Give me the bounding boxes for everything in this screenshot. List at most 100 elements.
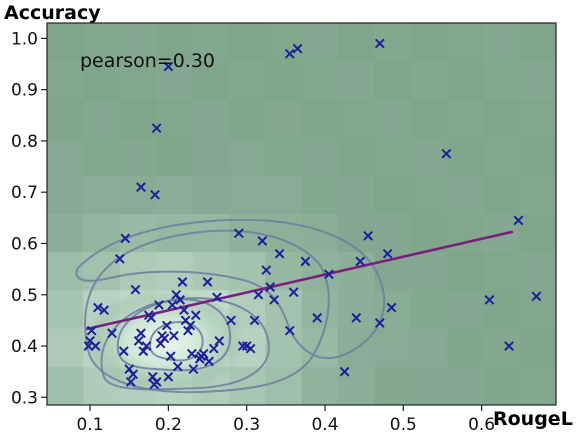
heatmap-cell (47, 366, 84, 406)
point-stroke (128, 369, 139, 380)
y-tick-label: 0.4 (11, 337, 38, 357)
data-point (86, 325, 97, 336)
data-point (136, 182, 146, 192)
y-tick-label: 0.3 (11, 388, 38, 408)
data-point (226, 315, 236, 326)
data-point (374, 38, 385, 49)
heatmap-cell (83, 61, 121, 100)
heatmap-cell (301, 366, 339, 406)
heatmap-cell (228, 137, 266, 177)
data-point (249, 315, 260, 326)
heatmap-cell (192, 23, 230, 62)
point-stroke (86, 325, 97, 336)
heatmap-cell (374, 214, 412, 253)
heatmap-cell (47, 99, 84, 139)
point-stroke (253, 289, 264, 300)
heatmap-cell (519, 252, 557, 291)
data-point (245, 343, 256, 354)
plot-frame (46, 22, 557, 406)
heatmap-cell (446, 137, 484, 177)
data-point (188, 364, 199, 375)
heatmap-cell (519, 23, 557, 62)
data-point (138, 346, 149, 357)
heatmap-cell (446, 23, 484, 62)
y-tick-label: 0.9 (11, 81, 38, 101)
heatmap-cell (446, 214, 484, 253)
data-point (214, 335, 225, 346)
data-point (161, 320, 172, 331)
heatmap-cell (192, 137, 230, 177)
heatmap-cell (483, 99, 521, 139)
data-point (165, 351, 176, 362)
point-stroke (513, 215, 524, 226)
heatmap-cell (83, 214, 121, 253)
data-point (141, 341, 152, 351)
data-point (253, 289, 264, 300)
data-point (167, 300, 178, 310)
heatmap-cell (410, 99, 448, 139)
heatmap-cell (119, 61, 157, 100)
point-stroke (154, 300, 164, 310)
heatmap-cell (410, 175, 448, 215)
data-point (146, 312, 157, 323)
data-point (292, 43, 303, 54)
y-tick-label: 0.5 (11, 286, 38, 306)
heatmap-cell (337, 23, 375, 62)
heatmap-cell (192, 175, 230, 215)
data-point (212, 292, 222, 303)
point-stroke (125, 377, 136, 387)
heatmap-cell (519, 214, 557, 253)
point-stroke (288, 287, 299, 298)
point-stroke (292, 43, 303, 54)
heatmap-cell (119, 137, 157, 177)
data-point (374, 318, 385, 328)
data-point (163, 61, 174, 72)
point-stroke (138, 346, 149, 357)
data-point (133, 335, 144, 346)
heatmap-cell (410, 366, 448, 406)
density-contour (116, 298, 232, 372)
data-point (114, 253, 125, 264)
data-point (204, 356, 215, 367)
trendline-layer (85, 230, 514, 331)
y-tick-label: 0.8 (11, 132, 38, 152)
heatmap-cell (519, 137, 557, 177)
data-point (177, 277, 188, 287)
point-stroke (175, 294, 186, 305)
point-stroke (351, 312, 362, 323)
point-stroke (237, 341, 248, 351)
data-point (118, 346, 129, 357)
heatmap-cell (337, 290, 375, 330)
point-stroke (190, 310, 201, 321)
point-stroke (382, 248, 393, 259)
heatmap-cell (265, 23, 302, 62)
heatmap-cell (519, 328, 557, 368)
data-point (154, 300, 164, 310)
heatmap-cell (47, 23, 84, 62)
heatmap-cell (446, 290, 484, 330)
heatmap-cell (265, 137, 302, 177)
heatmap-cell (374, 328, 412, 368)
point-stroke (257, 236, 268, 246)
data-point (99, 305, 110, 316)
data-point (107, 328, 117, 339)
heatmap-cell (156, 137, 193, 177)
data-point (257, 236, 268, 246)
data-point (185, 320, 196, 331)
point-stroke (441, 148, 452, 159)
point-stroke (374, 318, 385, 328)
axes-layer: 0.1 0.2 0.3 0.4 0.5 0.6 0.3 0.4 0.5 0.6 0.7 0.8 0.9 1… (11, 22, 557, 435)
heatmap-cell (228, 61, 266, 100)
point-stroke (83, 341, 94, 351)
data-point (151, 123, 162, 134)
heatmap-cell (228, 252, 266, 291)
data-point (202, 277, 213, 287)
heatmap-cell (83, 137, 121, 177)
heatmap-cell (483, 175, 521, 215)
point-stroke (531, 291, 542, 302)
heatmap-cell (47, 61, 84, 100)
point-stroke (233, 228, 244, 239)
heatmap-cell (119, 175, 157, 215)
point-stroke (300, 256, 311, 267)
